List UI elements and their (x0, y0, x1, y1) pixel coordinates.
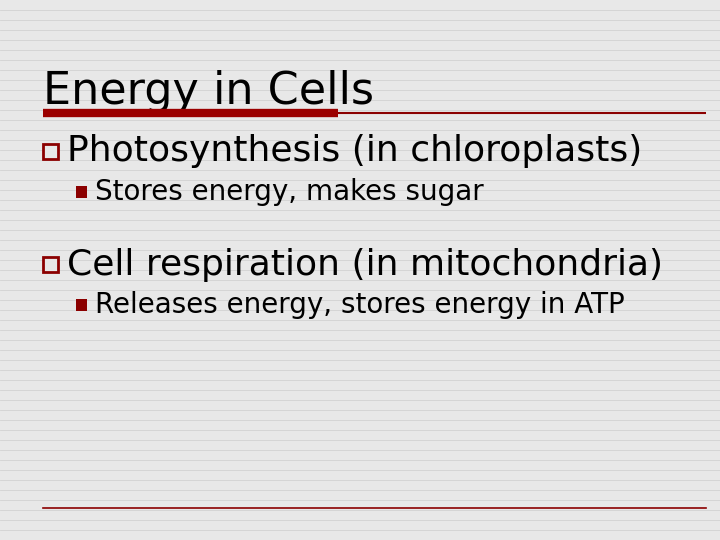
Text: Stores energy, makes sugar: Stores energy, makes sugar (95, 178, 483, 206)
Text: Energy in Cells: Energy in Cells (43, 70, 374, 113)
FancyBboxPatch shape (76, 299, 88, 311)
Text: Photosynthesis (in chloroplasts): Photosynthesis (in chloroplasts) (67, 134, 642, 168)
FancyBboxPatch shape (43, 144, 58, 159)
FancyBboxPatch shape (76, 186, 88, 198)
FancyBboxPatch shape (43, 257, 58, 272)
Text: Releases energy, stores energy in ATP: Releases energy, stores energy in ATP (95, 291, 624, 319)
Text: Cell respiration (in mitochondria): Cell respiration (in mitochondria) (67, 248, 663, 281)
